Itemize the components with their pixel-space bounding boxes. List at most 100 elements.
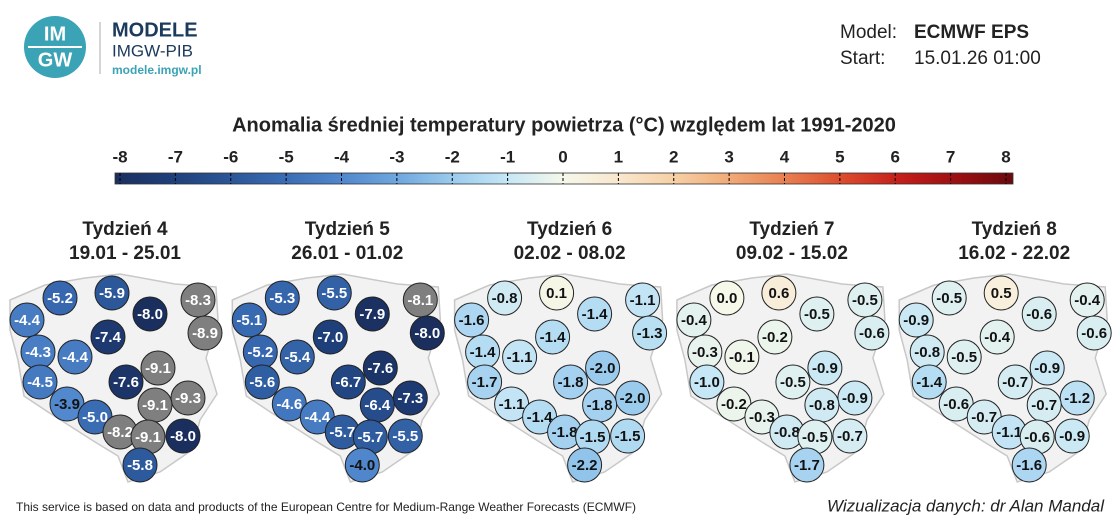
- anomaly-label: -5.9: [99, 285, 125, 302]
- anomaly-circle: [316, 275, 352, 311]
- anomaly-circle: [553, 364, 589, 400]
- anomaly-circle: [387, 418, 423, 454]
- anomaly-circle: [487, 280, 523, 316]
- anomaly-circle: [689, 364, 725, 400]
- colorbar: [114, 172, 1014, 185]
- colorbar-tick-label: -4: [334, 147, 350, 166]
- model-label: Model:: [840, 22, 897, 43]
- panel-dates: 26.01 - 01.02: [291, 243, 403, 264]
- anomaly-label: -0.8: [914, 344, 940, 361]
- logo: IM GW MODELE IMGW-PIB modele.imgw.pl: [24, 16, 202, 78]
- anomaly-circle: [279, 339, 315, 375]
- anomaly-label: -0.4: [681, 312, 708, 329]
- anomaly-circle: [898, 302, 934, 338]
- colorbar-tick-label: 3: [724, 147, 733, 166]
- anomaly-circle: [585, 350, 621, 386]
- anomaly-circle: [94, 275, 130, 311]
- anomaly-label: -5.6: [249, 374, 275, 391]
- anomaly-label: -4.6: [276, 396, 302, 413]
- anomaly-label: 0.0: [716, 290, 737, 307]
- anomaly-label: -2.0: [620, 390, 646, 407]
- colorbar-tick-label: 2: [669, 147, 678, 166]
- anomaly-label: -1.1: [499, 396, 525, 413]
- anomaly-label: -1.4: [582, 306, 609, 323]
- anomaly-label: -4.5: [27, 374, 53, 391]
- anomaly-label: -4.4: [304, 409, 331, 426]
- anomaly-label: -9.1: [145, 360, 171, 377]
- anomaly-circle: [344, 447, 380, 483]
- anomaly-circle: [108, 364, 144, 400]
- logo-bottom: GW: [38, 49, 73, 71]
- anomaly-label: -9.3: [175, 390, 201, 407]
- anomaly-circle: [187, 315, 223, 351]
- panel-title: Tydzień 6: [527, 219, 612, 240]
- anomaly-label: -8.3: [185, 292, 211, 309]
- anomaly-label: -0.7: [1031, 397, 1057, 414]
- panel-title: Tydzień 8: [972, 219, 1057, 240]
- anomaly-label: -1.0: [694, 374, 720, 391]
- anomaly-label: -0.9: [1059, 428, 1085, 445]
- anomaly-label: -0.7: [837, 428, 863, 445]
- anomaly-label: -7.0: [317, 329, 343, 346]
- anomaly-label: -9.1: [135, 429, 161, 446]
- anomaly-label: -8.9: [192, 325, 218, 342]
- anomaly-label: -5.4: [284, 349, 311, 366]
- anomaly-label: -5.0: [82, 409, 108, 426]
- anomaly-label: -1.4: [470, 344, 497, 361]
- footer-credit: Wizualizacja danych: dr Alan Mandal: [827, 496, 1105, 515]
- anomaly-label: -0.3: [692, 344, 718, 361]
- anomaly-circle: [312, 319, 348, 355]
- colorbar-tick-label: 1: [614, 147, 623, 166]
- anomaly-label: -1.7: [794, 457, 820, 474]
- panel-dates: 09.02 - 15.02: [736, 243, 848, 264]
- anomaly-label: -5.7: [357, 429, 383, 446]
- anomaly-label: -1.4: [916, 374, 943, 391]
- anomaly-circle: [709, 280, 745, 316]
- anomaly-label: -6.7: [335, 374, 361, 391]
- anomaly-label: -4.4: [62, 349, 89, 366]
- anomaly-label: -5.7: [329, 424, 355, 441]
- anomaly-label: -4.3: [25, 344, 51, 361]
- anomaly-label: -0.8: [774, 424, 800, 441]
- anomaly-label: -0.4: [1074, 292, 1101, 309]
- anomaly-circle: [979, 319, 1015, 355]
- anomaly-label: -5.5: [321, 285, 347, 302]
- anomaly-label: -0.6: [943, 396, 969, 413]
- anomaly-label: -2.2: [572, 457, 598, 474]
- anomaly-label: -8.2: [107, 424, 133, 441]
- anomaly-label: -1.2: [1064, 390, 1090, 407]
- anomaly-circle: [362, 350, 398, 386]
- anomaly-circle: [724, 339, 760, 375]
- anomaly-circle: [983, 275, 1019, 311]
- panel: Tydzień 5 26.01 - 01.02 -5.3 -5.5 -8.1 -5.1 -7…: [231, 219, 445, 483]
- model: ECMWF EPS: [914, 22, 1029, 43]
- anomaly-circle: [165, 418, 201, 454]
- colorbar-tick-label: 4: [780, 147, 790, 166]
- anomaly-label: -5.8: [127, 457, 153, 474]
- panel-title: Tydzień 7: [749, 219, 834, 240]
- anomaly-label: -0.6: [1024, 429, 1050, 446]
- anomaly-label: -1.8: [558, 374, 584, 391]
- colorbar-tick-label: -6: [223, 147, 238, 166]
- anomaly-label: -0.2: [721, 396, 747, 413]
- anomaly-label: -0.8: [492, 290, 518, 307]
- footer-source: This service is based on data and produc…: [16, 500, 636, 514]
- anomaly-label: -1.3: [637, 325, 663, 342]
- org: IMGW-PIB: [112, 41, 193, 60]
- anomaly-circle: [57, 339, 93, 375]
- anomaly-label: -0.1: [729, 349, 755, 366]
- colorbar-tick-label: 7: [946, 147, 955, 166]
- anomaly-label: -1.8: [587, 397, 613, 414]
- anomaly-circle: [676, 302, 712, 338]
- anomaly-label: -0.5: [780, 374, 806, 391]
- anomaly-circle: [22, 364, 58, 400]
- colorbar-tick-label: -2: [445, 147, 460, 166]
- anomaly-label: -1.5: [615, 428, 641, 445]
- anomaly-circle: [761, 275, 797, 311]
- anomaly-label: -0.9: [903, 312, 929, 329]
- anomaly-label: 0.6: [768, 285, 789, 302]
- anomaly-label: -6.4: [364, 397, 391, 414]
- anomaly-label: -0.7: [971, 409, 997, 426]
- anomaly-label: -3.9: [54, 396, 80, 413]
